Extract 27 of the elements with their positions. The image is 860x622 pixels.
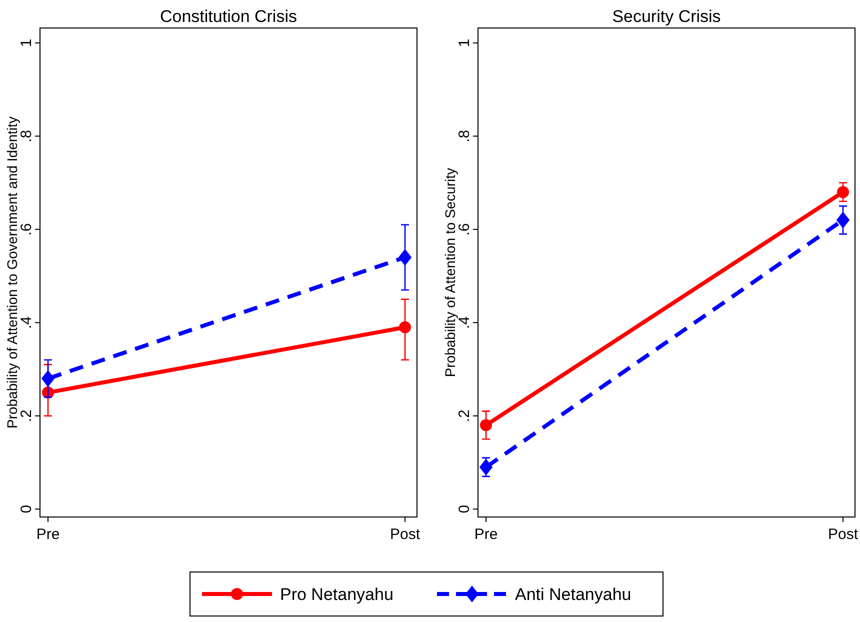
y-tick-label: .2 <box>18 410 35 422</box>
y-tick-label: .8 <box>456 130 473 142</box>
legend-label: Anti Netanyahu <box>515 585 632 604</box>
point <box>480 419 492 432</box>
point <box>398 248 412 266</box>
y-tick-label: .2 <box>456 410 473 422</box>
point <box>399 321 411 334</box>
y-tick-label: 0 <box>18 504 35 514</box>
y-tick-label: 1 <box>18 38 35 48</box>
point <box>41 370 55 387</box>
y-axis-title: Probability of Attention to Government and Identity <box>4 116 20 429</box>
x-tick-label: Post <box>390 526 421 543</box>
y-tick-label: 0 <box>456 504 473 514</box>
y-axis-title: Probability of Attention to Security <box>442 168 458 378</box>
y-tick-label: .6 <box>18 223 35 236</box>
y-tick-label: .6 <box>456 223 473 236</box>
chart-title: Security Crisis <box>612 7 721 26</box>
x-tick-label: Pre <box>474 526 498 543</box>
x-tick-label: Pre <box>36 526 60 543</box>
point <box>836 212 850 228</box>
point <box>837 186 849 198</box>
y-tick-label: .4 <box>18 316 35 329</box>
y-tick-label: .8 <box>18 130 35 142</box>
y-tick-label: 1 <box>456 38 473 48</box>
chart-title: Constitution Crisis <box>160 7 297 26</box>
legend-label: Pro Netanyahu <box>280 585 394 604</box>
x-tick-label: Post <box>828 526 859 543</box>
